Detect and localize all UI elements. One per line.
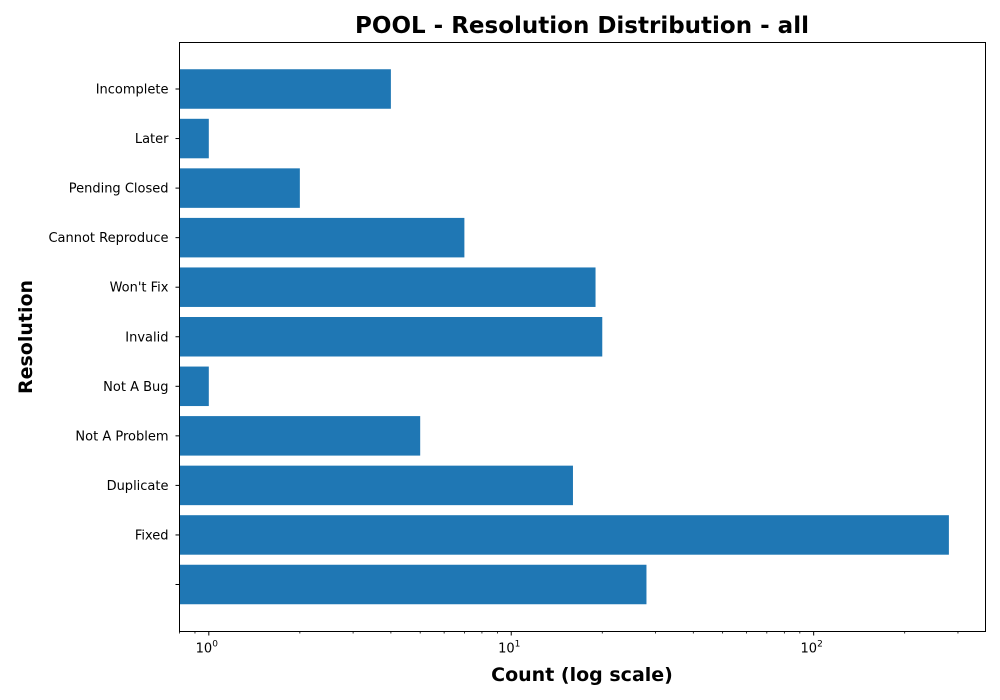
y-axis-ticks: Fixed Duplicate Not A Problem Not A Bug Inva… bbox=[48, 83, 180, 585]
x-axis-ticks: 100 101 102 bbox=[179, 631, 959, 657]
y-tick-label: Duplicate bbox=[107, 479, 169, 494]
x-tick-label: 101 bbox=[498, 640, 520, 657]
y-tick-label: Later bbox=[135, 132, 169, 147]
bar bbox=[179, 69, 391, 109]
bar bbox=[179, 515, 949, 555]
y-axis-label: Resolution bbox=[15, 280, 37, 394]
bar bbox=[179, 267, 596, 307]
y-tick-label: Invalid bbox=[125, 330, 168, 345]
bars-group bbox=[179, 69, 949, 605]
y-tick-label: Pending Closed bbox=[69, 182, 169, 197]
bar bbox=[179, 217, 465, 258]
bar bbox=[179, 465, 573, 506]
x-tick-label: 100 bbox=[196, 640, 219, 657]
y-tick-label: Not A Bug bbox=[103, 380, 168, 395]
y-tick-label: Fixed bbox=[135, 528, 169, 543]
bar bbox=[179, 366, 209, 407]
y-tick-label: Won't Fix bbox=[110, 281, 169, 296]
y-tick-label: Cannot Reproduce bbox=[48, 231, 168, 246]
bar bbox=[179, 118, 209, 159]
x-tick-label: 102 bbox=[801, 640, 823, 657]
bar bbox=[179, 317, 603, 357]
bar bbox=[179, 168, 300, 208]
bar bbox=[179, 564, 647, 605]
bar bbox=[179, 416, 421, 456]
y-tick-label: Not A Problem bbox=[75, 429, 168, 444]
chart-title: POOL - Resolution Distribution - all bbox=[355, 13, 809, 39]
y-tick-label: Incomplete bbox=[96, 83, 169, 98]
x-axis-label: Count (log scale) bbox=[491, 664, 673, 686]
